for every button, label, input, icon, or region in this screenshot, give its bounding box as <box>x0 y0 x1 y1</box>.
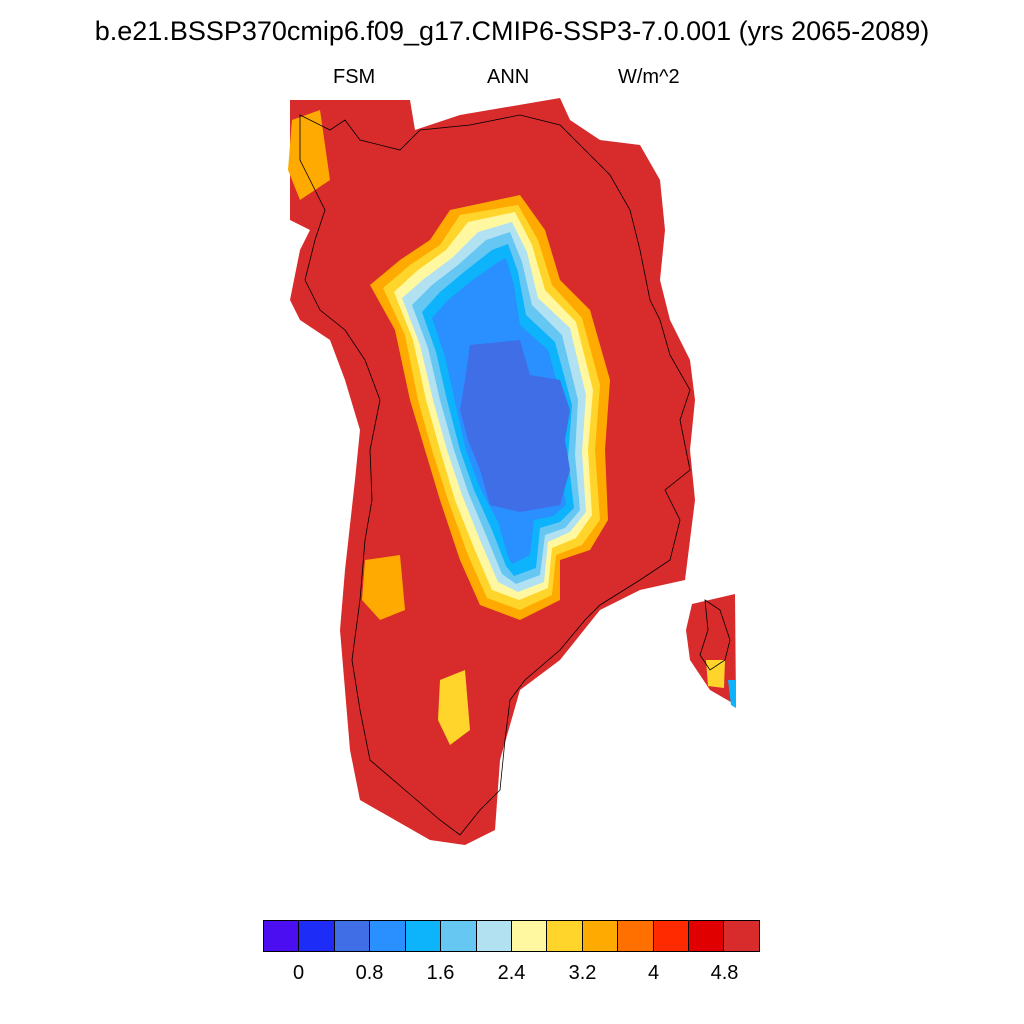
colorbar-swatch <box>263 920 300 952</box>
colorbar-tick-label: 0 <box>292 962 305 984</box>
colorbar-tick-label: 4.8 <box>710 962 739 984</box>
red-island <box>686 594 736 705</box>
colorbar-swatch <box>581 920 619 952</box>
colorbar-tick-label: 4 <box>647 962 660 984</box>
island-cyan <box>728 680 736 708</box>
ice-core <box>460 340 570 512</box>
units-label: W/m^2 <box>618 66 680 88</box>
colorbar-tick-label: 3.2 <box>568 962 597 984</box>
colorbar-tick-label: 1.6 <box>426 962 455 984</box>
colorbar-tick-label: 2.4 <box>497 962 526 984</box>
season-label: ANN <box>487 66 530 88</box>
coastline <box>299 114 731 836</box>
colorbar-swatch <box>723 920 760 952</box>
colorbar-swatch <box>404 920 442 952</box>
colorbar-swatch <box>546 920 583 952</box>
coast-streak-s <box>438 670 470 745</box>
colorbar-swatch <box>298 920 335 952</box>
plot-title: b.e21.BSSP370cmip6.f09_g17.CMIP6-SSP3-7.… <box>94 16 930 46</box>
land-fill <box>288 98 736 845</box>
colorbar-swatch <box>688 920 725 952</box>
island-yellow <box>706 660 725 688</box>
colorbar <box>263 920 760 952</box>
colorbar-swatch <box>333 920 371 952</box>
colorbar-swatch <box>617 920 654 952</box>
colorbar-swatch <box>652 920 690 952</box>
colorbar-swatch <box>369 920 406 952</box>
colorbar-swatch <box>475 920 512 952</box>
coast-streak-nw <box>288 110 330 200</box>
colorbar-swatch <box>510 920 548 952</box>
variable-name: FSM <box>333 66 376 88</box>
colorbar-tick-label: 0.8 <box>355 962 384 984</box>
coast-streak-sw <box>362 555 405 620</box>
colorbar-swatch <box>440 920 477 952</box>
